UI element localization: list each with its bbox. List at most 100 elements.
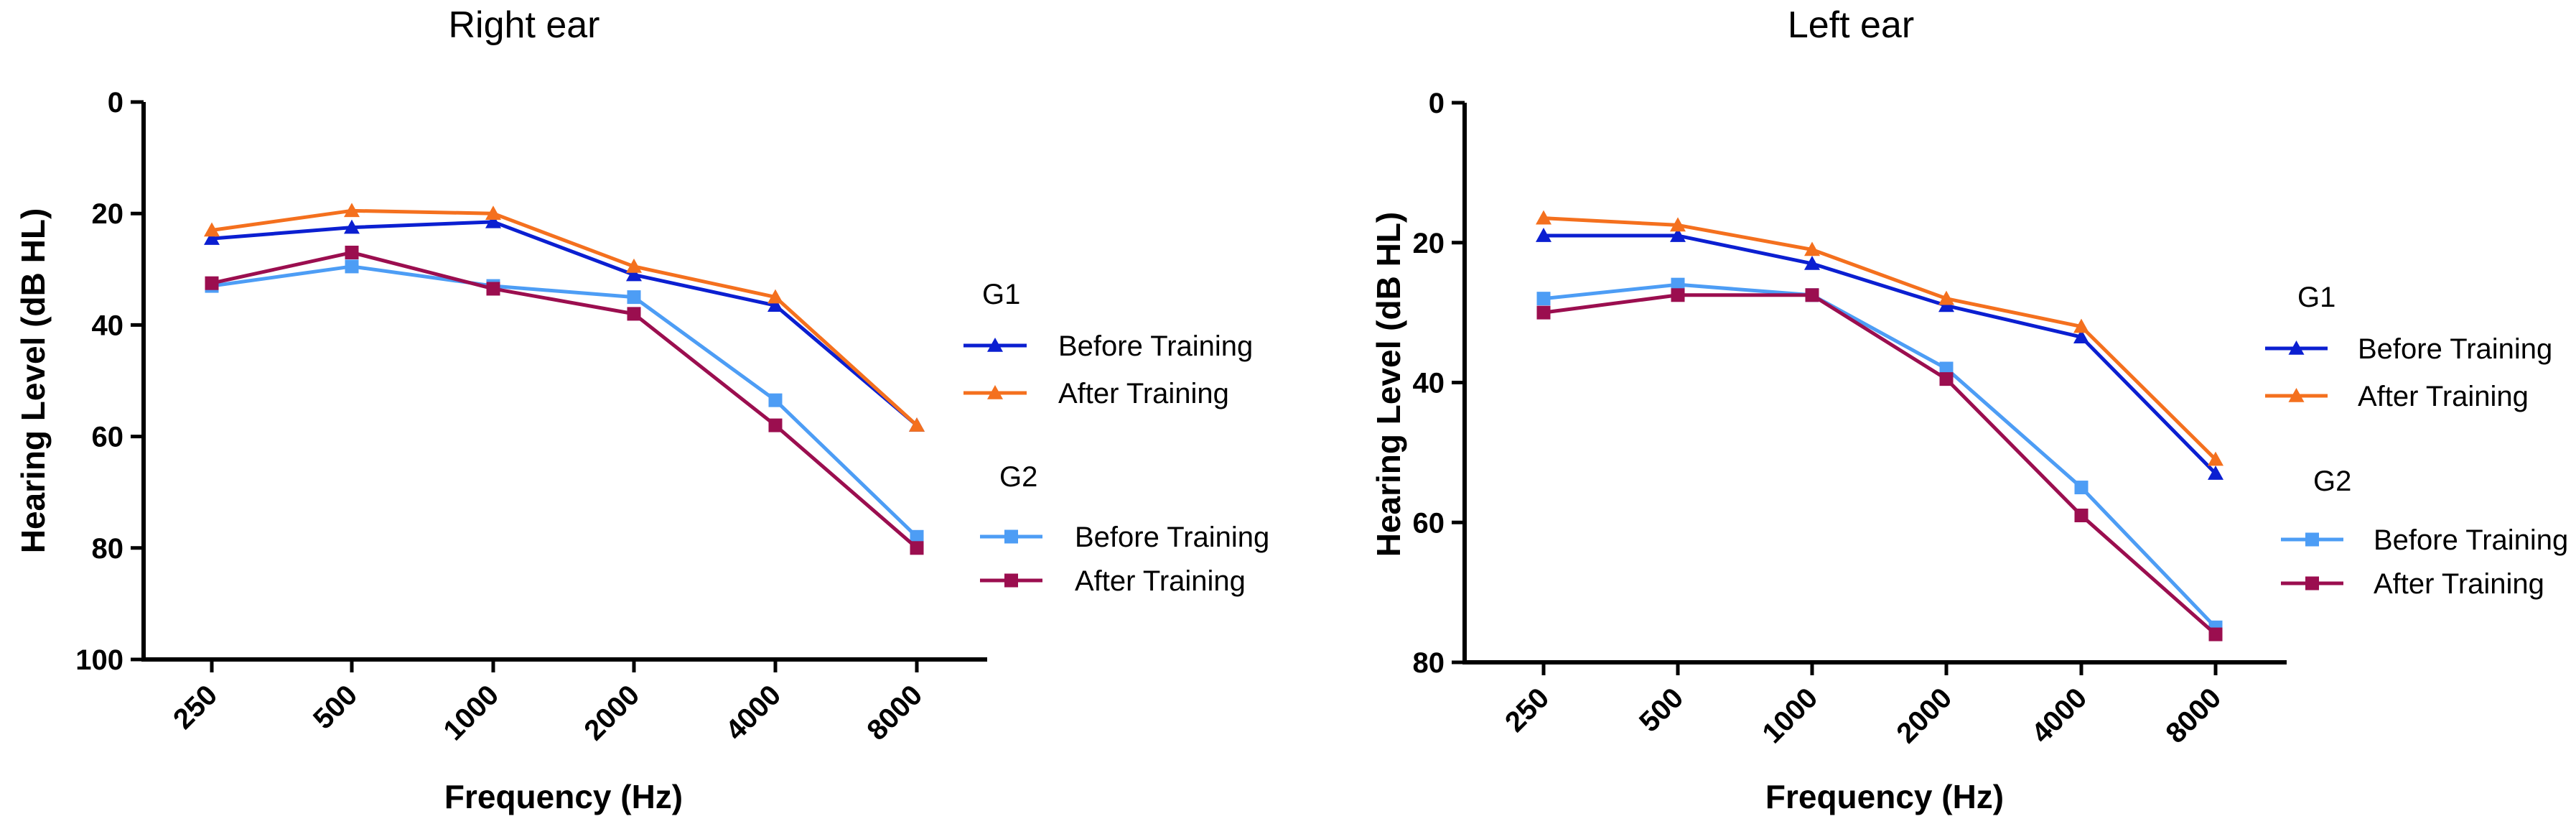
right-ear-data-point [767, 297, 783, 312]
left-ear-legend-item-label: Before Training [2358, 333, 2552, 365]
left-ear-title: Left ear [1788, 4, 1914, 46]
right-ear-x-tick-label: 500 [307, 679, 363, 735]
right-ear-data-point [626, 258, 642, 273]
right-ear-legend-swatch-marker [1004, 573, 1018, 588]
right-ear-data-point [344, 219, 360, 234]
right-ear-legend-swatch-marker [987, 385, 1003, 399]
left-ear-data-point [2208, 451, 2223, 466]
left-ear-data-point [1671, 277, 1685, 292]
right-ear-data-point [910, 529, 924, 544]
left-ear-data-point [1670, 217, 1686, 232]
left-ear-data-point [1536, 305, 1551, 320]
right-ear-series-g1-after-training [204, 203, 925, 432]
left-ear-legend: G1 Before Training After Training G2 Before … [2265, 282, 2568, 600]
right-ear-y-tick-label: 40 [92, 310, 124, 341]
right-ear-data-point [486, 282, 500, 296]
right-ear-x-tick-label: 8000 [861, 679, 928, 746]
left-ear-legend-item-label: Before Training [2374, 524, 2568, 556]
left-ear-series-g2-after-training [1536, 288, 2223, 642]
right-ear-data-point [909, 417, 925, 432]
left-ear-y-tick-label: 40 [1413, 368, 1445, 399]
right-ear-y-axis-label: Hearing Level (dB HL) [14, 208, 52, 554]
left-ear-x-tick-label: 4000 [2025, 682, 2093, 749]
right-ear-x-tick-label: 1000 [437, 679, 505, 746]
right-ear-series-line [211, 220, 918, 427]
left-ear-data-point [1939, 361, 1954, 376]
right-ear-title: Right ear [449, 4, 600, 46]
left-ear-series-g1-before-training [1536, 228, 2223, 480]
right-ear-series-line [211, 251, 918, 550]
right-ear-legend-item-label: After Training [1075, 565, 1246, 597]
right-ear-data-point [767, 289, 783, 304]
left-ear-data-point [2208, 466, 2223, 480]
right-ear-y-tick-label: 100 [75, 644, 123, 676]
left-ear-data-point [2074, 509, 2089, 523]
left-ear-data-point [1670, 228, 1686, 242]
right-ear-data-point [627, 290, 641, 305]
right-ear-series-line [211, 208, 918, 427]
right-ear-data-point [768, 393, 783, 407]
right-ear-data-point [204, 222, 220, 237]
right-ear-data-point [345, 246, 359, 260]
left-ear-data-point [1536, 228, 1551, 242]
right-ear-series-g1-before-training [204, 213, 925, 432]
left-ear-y-tick-label: 0 [1429, 88, 1445, 119]
left-ear-data-point [1939, 372, 1954, 386]
left-ear-x-tick-label: 8000 [2160, 682, 2227, 749]
right-ear-x-tick-label: 2000 [578, 679, 645, 746]
right-ear-y-tick-label: 0 [108, 87, 123, 119]
left-ear-x-tick-label: 2000 [1890, 682, 1958, 749]
left-ear-x-tick-label: 1000 [1756, 682, 1824, 749]
right-ear-data-point [627, 307, 641, 321]
right-ear-legend: G1 Before Training After Training G2 Before … [963, 279, 1269, 597]
left-ear-data-point [1536, 292, 1551, 306]
left-ear-series-g1-after-training [1536, 210, 2223, 466]
right-ear-data-point [344, 203, 360, 218]
right-ear-data-point [204, 231, 220, 245]
left-ear-series-line [1544, 233, 2217, 475]
left-ear-y-tick-label: 80 [1413, 647, 1445, 679]
right-ear-legend-swatch-marker [1004, 529, 1018, 544]
right-ear-data-point [205, 276, 219, 290]
left-ear-data-point [2073, 318, 2089, 333]
left-ear-data-point [2074, 481, 2089, 495]
right-ear-legend-group-label: G1 [982, 279, 1020, 310]
left-ear-legend-group-label: G2 [2313, 466, 2351, 497]
right-ear-y-tick-label: 60 [92, 422, 124, 453]
right-ear-x-tick-label: 4000 [719, 679, 787, 746]
right-ear-legend-item-label: After Training [1058, 378, 1229, 409]
right-ear-legend-item-label: Before Training [1075, 522, 1269, 553]
left-ear-data-point [1805, 288, 1819, 302]
left-ear-x-tick-label: 250 [1499, 682, 1555, 738]
left-ear-data-point [1536, 210, 1551, 225]
left-ear-y-axis-label: Hearing Level (dB HL) [1370, 212, 1407, 557]
left-ear-data-point [1804, 255, 1820, 270]
right-ear-series-g2-after-training [205, 246, 924, 555]
right-ear-data-point [345, 259, 359, 274]
right-ear-data-point [768, 418, 783, 432]
right-ear-y-tick-label: 80 [92, 533, 124, 565]
right-ear-legend-item-label: Before Training [1058, 330, 1253, 362]
left-ear-legend-swatch-marker [2288, 388, 2305, 402]
left-ear-series-line [1543, 282, 2217, 629]
right-ear-x-tick-label: 250 [167, 679, 223, 735]
left-ear-series-g2-before-training [1536, 277, 2223, 634]
right-ear-y-tick-label: 20 [92, 198, 124, 230]
right-ear-x-axis-label: Frequency (Hz) [444, 778, 683, 815]
left-ear-data-point [1938, 290, 1954, 305]
left-ear-x-axis-label: Frequency (Hz) [1765, 778, 2004, 815]
left-ear-data-point [1671, 288, 1685, 302]
left-ear-legend-swatch-marker [2288, 341, 2305, 355]
left-ear-legend-group-label: G1 [2297, 282, 2335, 313]
left-ear-legend-item-label: After Training [2374, 568, 2544, 600]
left-ear-data-point [2208, 627, 2223, 642]
left-ear-y-tick-label: 20 [1413, 228, 1445, 259]
left-ear-legend-item-label: After Training [2358, 381, 2529, 412]
left-ear-data-point [1804, 241, 1820, 256]
left-ear-data-point [2073, 329, 2089, 344]
right-ear-data-point [485, 213, 501, 228]
left-ear-x-tick-label: 500 [1633, 682, 1689, 738]
right-ear-data-point [485, 205, 501, 220]
right-ear-data-point [910, 541, 924, 555]
